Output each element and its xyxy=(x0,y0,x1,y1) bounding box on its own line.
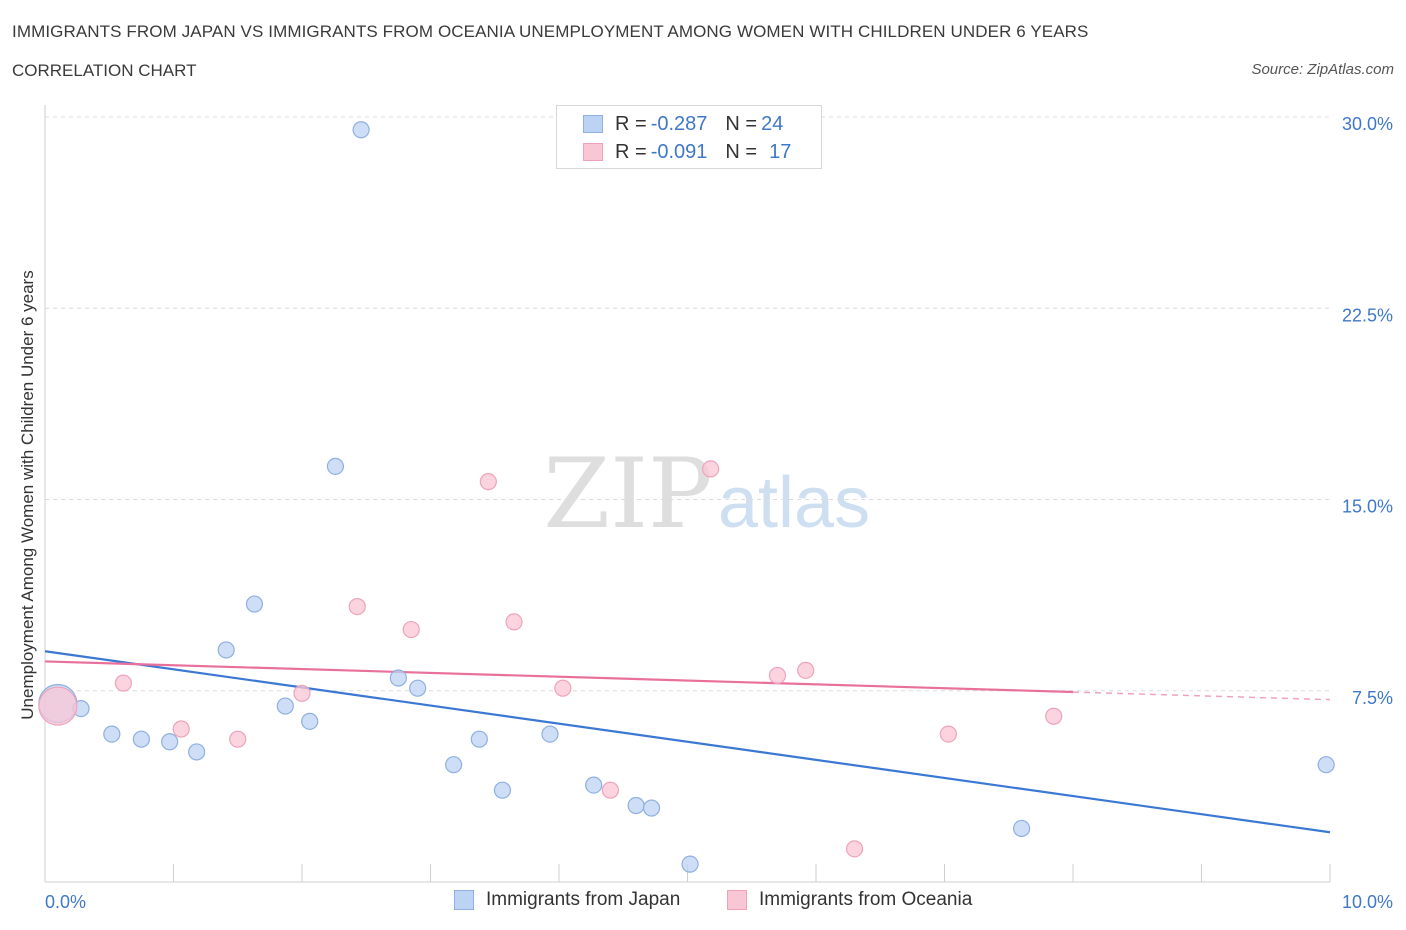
series-label-oceania: Immigrants from Oceania xyxy=(759,889,973,910)
legend-r-label-japan: R = xyxy=(615,112,647,135)
point-japan-2 xyxy=(103,725,121,743)
series-legend: Immigrants from Japan Immigrants from Oc… xyxy=(0,889,1406,917)
legend-n-label-oceania: N = xyxy=(725,140,758,163)
point-oceania-1 xyxy=(114,674,132,692)
point-japan-5 xyxy=(188,743,206,761)
point-japan-11 xyxy=(352,121,370,139)
point-japan-7 xyxy=(245,595,264,613)
point-oceania-12 xyxy=(768,666,787,685)
axes xyxy=(44,105,1331,883)
point-oceania-10 xyxy=(601,781,620,799)
legend-row-oceania: R = -0.091 N = 17 xyxy=(583,140,791,164)
source-label: Source: ZipAtlas.com xyxy=(1251,61,1394,78)
point-oceania-11 xyxy=(702,460,720,478)
point-japan-14 xyxy=(445,756,463,774)
data-points xyxy=(38,121,1335,873)
legend-r-label-oceania: R = xyxy=(615,140,647,163)
series-swatch-japan xyxy=(454,890,474,910)
legend-r-value-oceania: -0.091 xyxy=(650,140,708,163)
x-tick-label-0: 0.0% xyxy=(45,892,86,912)
watermark-atlas: atlas xyxy=(718,463,870,543)
legend-n-value-japan: 24 xyxy=(761,112,784,135)
point-japan-23 xyxy=(1317,756,1335,774)
series-legend-japan[interactable]: Immigrants from Japan xyxy=(454,889,680,911)
point-japan-20 xyxy=(642,799,661,817)
point-japan-10 xyxy=(326,457,345,475)
point-oceania-16 xyxy=(1045,707,1063,725)
legend-swatch-japan xyxy=(583,115,603,133)
point-oceania-7 xyxy=(479,473,497,491)
point-oceania-8 xyxy=(505,613,523,631)
series-swatch-oceania xyxy=(727,890,747,910)
trend-lines xyxy=(44,650,1331,834)
point-japan-12 xyxy=(389,669,407,687)
legend-swatch-oceania xyxy=(583,143,603,161)
chart-title: IMMIGRANTS FROM JAPAN VS IMMIGRANTS FROM… xyxy=(12,22,1089,41)
point-japan-3 xyxy=(132,730,150,748)
series-legend-oceania[interactable]: Immigrants from Oceania xyxy=(727,889,972,911)
legend-n-value-oceania: 17 xyxy=(769,140,792,163)
point-oceania-14 xyxy=(845,840,864,858)
point-japan-9 xyxy=(301,712,319,730)
tick-labels: 7.5% 15.0% 22.5% 30.0% 0.0% 10.0% xyxy=(45,114,1393,912)
legend-row-japan: R = -0.287 N = 24 xyxy=(583,112,783,136)
chart-subtitle: CORRELATION CHART xyxy=(12,61,197,80)
y-axis-label: Unemployment Among Women with Children U… xyxy=(18,270,37,720)
trend-extension-oceania xyxy=(1072,691,1331,701)
point-japan-19 xyxy=(627,796,645,815)
trend-line-japan xyxy=(44,650,1331,834)
point-japan-4 xyxy=(161,733,179,751)
point-oceania-5 xyxy=(348,597,366,616)
y-tick-label-2: 22.5% xyxy=(1342,305,1393,325)
point-japan-18 xyxy=(585,776,603,794)
gridlines xyxy=(45,116,1330,692)
point-oceania-4 xyxy=(293,684,311,702)
point-oceania-9 xyxy=(554,679,572,697)
point-oceania-13 xyxy=(797,661,815,679)
point-japan-21 xyxy=(681,855,699,873)
point-japan-22 xyxy=(1012,819,1031,838)
point-japan-6 xyxy=(217,641,235,659)
series-label-japan: Immigrants from Japan xyxy=(486,889,681,910)
watermark-zip: ZIP xyxy=(543,438,712,550)
stats-legend: R = -0.287 N = 24 R = -0.091 N = 17 xyxy=(556,105,822,169)
zipatlas-watermark: ZIP atlas xyxy=(543,438,870,550)
point-japan-17 xyxy=(541,725,559,743)
legend-r-value-japan: -0.287 xyxy=(650,112,708,135)
point-japan-8 xyxy=(276,697,294,715)
point-oceania-0 xyxy=(38,686,78,726)
point-japan-13 xyxy=(409,679,427,697)
point-oceania-3 xyxy=(229,730,247,748)
trend-line-oceania xyxy=(44,660,1074,694)
point-oceania-15 xyxy=(939,725,957,743)
point-japan-15 xyxy=(470,730,488,748)
y-tick-label-0: 7.5% xyxy=(1352,688,1393,708)
legend-n-label-japan: N = xyxy=(725,112,758,135)
y-tick-label-3: 30.0% xyxy=(1342,114,1393,134)
point-japan-16 xyxy=(493,781,512,799)
point-oceania-2 xyxy=(172,720,190,738)
x-tick-label-1: 10.0% xyxy=(1342,892,1393,912)
point-oceania-6 xyxy=(402,620,420,639)
y-tick-label-1: 15.0% xyxy=(1342,497,1393,517)
